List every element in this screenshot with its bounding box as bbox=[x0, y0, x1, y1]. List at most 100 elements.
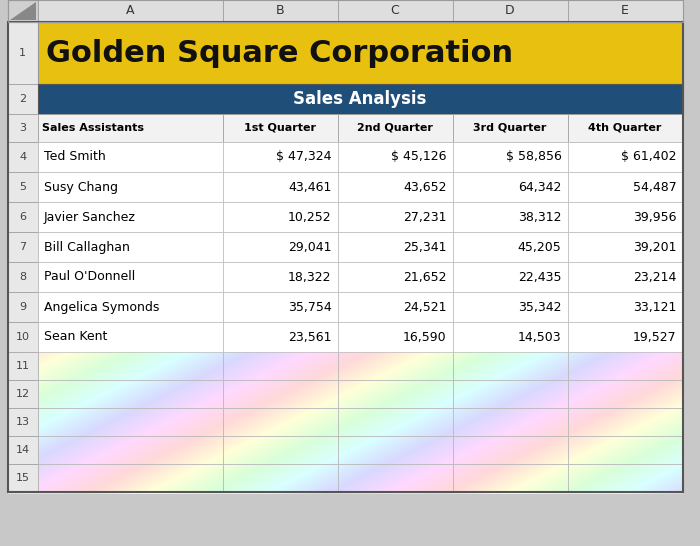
Bar bbox=[223, 0, 337, 22]
Text: 12: 12 bbox=[15, 389, 29, 399]
Bar bbox=[223, 322, 337, 352]
Bar bbox=[223, 292, 337, 322]
Text: 9: 9 bbox=[19, 302, 26, 312]
Bar bbox=[38, 262, 223, 292]
Bar bbox=[223, 262, 337, 292]
Text: $ 45,126: $ 45,126 bbox=[391, 151, 447, 163]
Text: A: A bbox=[126, 4, 134, 17]
Bar bbox=[568, 142, 682, 172]
Bar bbox=[8, 22, 682, 492]
Text: 24,521: 24,521 bbox=[403, 300, 447, 313]
Bar bbox=[452, 142, 568, 172]
Bar bbox=[8, 262, 38, 292]
Bar bbox=[337, 172, 452, 202]
Bar bbox=[8, 172, 38, 202]
Bar bbox=[38, 436, 223, 464]
Text: 1st Quarter: 1st Quarter bbox=[244, 123, 316, 133]
Text: Paul O'Donnell: Paul O'Donnell bbox=[43, 270, 134, 283]
Bar bbox=[337, 464, 452, 492]
Bar bbox=[8, 202, 38, 232]
Bar bbox=[568, 408, 682, 436]
Text: 39,201: 39,201 bbox=[633, 240, 676, 253]
Text: Sales Assistants: Sales Assistants bbox=[43, 123, 144, 133]
Text: Ted Smith: Ted Smith bbox=[43, 151, 105, 163]
Text: 2: 2 bbox=[19, 94, 26, 104]
Bar bbox=[8, 0, 682, 22]
Text: 64,342: 64,342 bbox=[518, 181, 561, 193]
Text: 6: 6 bbox=[19, 212, 26, 222]
Text: 27,231: 27,231 bbox=[403, 211, 447, 223]
Text: 3rd Quarter: 3rd Quarter bbox=[473, 123, 547, 133]
Bar bbox=[452, 464, 568, 492]
Text: 35,342: 35,342 bbox=[518, 300, 561, 313]
Text: Javier Sanchez: Javier Sanchez bbox=[43, 211, 135, 223]
Bar bbox=[337, 202, 452, 232]
Bar bbox=[38, 322, 223, 352]
Text: 43,652: 43,652 bbox=[403, 181, 447, 193]
Bar bbox=[337, 322, 452, 352]
Text: B: B bbox=[276, 4, 284, 17]
Bar bbox=[223, 142, 337, 172]
Bar bbox=[223, 436, 337, 464]
Text: 3: 3 bbox=[19, 123, 26, 133]
Bar bbox=[568, 292, 682, 322]
Bar bbox=[452, 408, 568, 436]
Text: Bill Callaghan: Bill Callaghan bbox=[43, 240, 130, 253]
Text: 1: 1 bbox=[19, 48, 26, 58]
Bar bbox=[568, 262, 682, 292]
Bar bbox=[223, 114, 337, 142]
Text: Sales Analysis: Sales Analysis bbox=[293, 90, 427, 108]
Bar bbox=[223, 352, 337, 380]
Bar bbox=[38, 202, 223, 232]
Text: E: E bbox=[621, 4, 629, 17]
Text: D: D bbox=[505, 4, 514, 17]
Bar bbox=[568, 352, 682, 380]
Bar bbox=[38, 464, 223, 492]
Bar bbox=[223, 202, 337, 232]
Bar bbox=[8, 464, 38, 492]
Bar bbox=[38, 292, 223, 322]
Bar bbox=[337, 408, 452, 436]
Bar bbox=[452, 172, 568, 202]
Bar bbox=[452, 202, 568, 232]
Bar bbox=[568, 436, 682, 464]
Bar bbox=[223, 232, 337, 262]
Text: 4: 4 bbox=[19, 152, 26, 162]
Bar bbox=[337, 232, 452, 262]
Bar bbox=[8, 114, 38, 142]
Bar bbox=[568, 0, 682, 22]
Bar bbox=[568, 380, 682, 408]
Text: 23,214: 23,214 bbox=[633, 270, 676, 283]
Bar bbox=[337, 142, 452, 172]
Text: $ 58,856: $ 58,856 bbox=[505, 151, 561, 163]
Bar bbox=[38, 22, 682, 84]
Text: 22,435: 22,435 bbox=[518, 270, 561, 283]
Text: 13: 13 bbox=[15, 417, 29, 427]
Bar bbox=[337, 292, 452, 322]
Text: 14: 14 bbox=[15, 445, 29, 455]
Text: 45,205: 45,205 bbox=[518, 240, 561, 253]
Bar bbox=[38, 142, 223, 172]
Bar bbox=[8, 292, 38, 322]
Bar bbox=[38, 172, 223, 202]
Bar bbox=[38, 0, 223, 22]
Bar bbox=[8, 84, 38, 114]
Bar bbox=[452, 114, 568, 142]
Text: Susy Chang: Susy Chang bbox=[43, 181, 118, 193]
Text: 16,590: 16,590 bbox=[403, 330, 447, 343]
Bar bbox=[568, 114, 682, 142]
Text: Sean Kent: Sean Kent bbox=[43, 330, 107, 343]
Text: Angelica Symonds: Angelica Symonds bbox=[43, 300, 159, 313]
Text: 35,754: 35,754 bbox=[288, 300, 332, 313]
Bar bbox=[568, 202, 682, 232]
Text: 33,121: 33,121 bbox=[633, 300, 676, 313]
Text: C: C bbox=[391, 4, 400, 17]
Bar bbox=[8, 322, 38, 352]
Text: 21,652: 21,652 bbox=[403, 270, 447, 283]
Bar bbox=[38, 380, 223, 408]
Text: 2nd Quarter: 2nd Quarter bbox=[357, 123, 433, 133]
Text: 11: 11 bbox=[15, 361, 29, 371]
Bar bbox=[8, 0, 38, 22]
Bar bbox=[337, 380, 452, 408]
Bar bbox=[452, 262, 568, 292]
